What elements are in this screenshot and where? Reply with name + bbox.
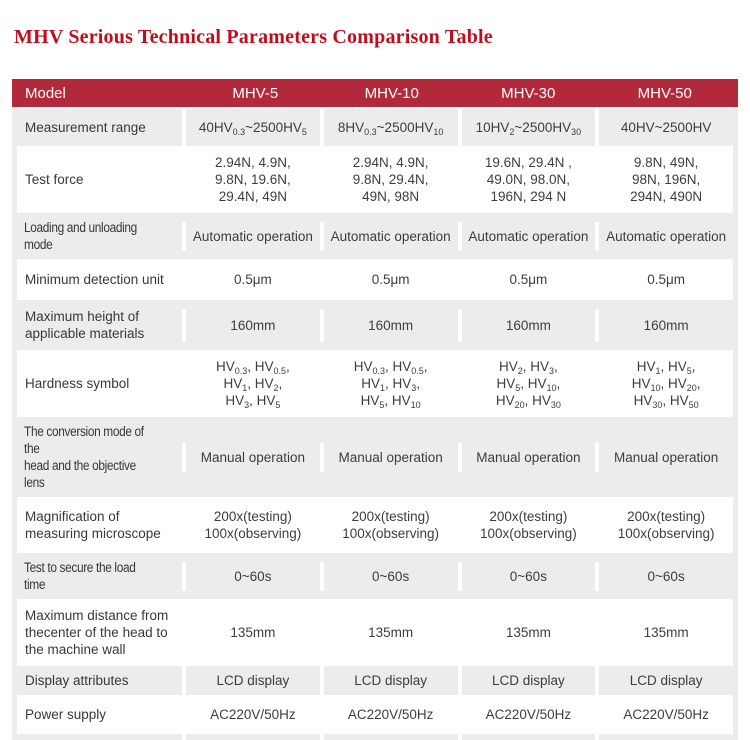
table-cell: 0.5μm	[595, 261, 733, 298]
table-cell: AC220V/50Hz	[457, 697, 596, 732]
table-cell: 200x(testing) 100x(observing)	[319, 499, 458, 551]
table-cell: LCD display	[595, 666, 733, 695]
row-label: Dimension of Exterior	[17, 734, 182, 740]
table-cell: 0~60s	[319, 561, 458, 591]
table-header-col: MHV-50	[637, 84, 692, 102]
table-row: Maximum height of applicable materials 1…	[17, 298, 733, 350]
table-cell: LCD display	[457, 666, 596, 695]
table-cell: 19.6N, 29.4N , 49.0N, 98.0N, 196N, 294 N	[457, 148, 596, 211]
table-row: The conversion mode of the head and the …	[17, 415, 733, 497]
table-row: Measurement range 40HV0.3~2500HV5 8HV0.3~…	[17, 107, 733, 146]
table-cell: 160mm	[182, 308, 320, 342]
table-cell: Manual operation	[457, 442, 596, 472]
row-label: Test to secure the load time	[24, 560, 136, 592]
row-label: Minimum detection unit	[25, 272, 164, 287]
table-cell: 540*220*650mm	[319, 734, 458, 740]
table-cell: 9.8N, 49N, 98N, 196N, 294N, 490N	[595, 148, 733, 211]
table-cell: 2.94N, 4.9N, 9.8N, 29.4N, 49N, 98N	[319, 148, 458, 211]
table-cell: LCD display	[319, 666, 458, 695]
table-cell: AC220V/50Hz	[595, 697, 733, 732]
row-label: Power supply	[25, 707, 107, 722]
parameters-table: Model MHV-5 MHV-10 MHV-30 MHV-50 Measuremen…	[12, 79, 738, 740]
table-row: Magnification of measuring microscope 20…	[17, 497, 733, 551]
table-cell: Automatic operation	[182, 221, 320, 251]
table-cell: 10HV2~2500HV30	[457, 109, 596, 146]
table-cell: 135mm	[595, 618, 733, 647]
table-header-row: Model MHV-5 MHV-10 MHV-30 MHV-50	[12, 79, 738, 107]
table-cell: HV0.3, HV0.5, HV1, HV2, HV3, HV5	[182, 352, 320, 415]
table-cell: 0.5μm	[319, 261, 458, 298]
table-header-model: Model	[25, 84, 66, 102]
table-cell: 135mm	[319, 618, 458, 647]
page-title: MHV Serious Technical Parameters Compari…	[14, 26, 493, 48]
row-label: Measurement range	[25, 120, 146, 135]
table-row: Maximum distance from thecenter of the h…	[17, 599, 733, 664]
table-row: Loading and unloading mode Automatic ope…	[17, 211, 733, 259]
table-cell: Automatic operation	[595, 221, 733, 251]
table-cell: AC220V/50Hz	[319, 697, 458, 732]
table-cell: HV0.3, HV0.5, HV1, HV3, HV5, HV10	[319, 352, 458, 415]
table-cell: Manual operation	[319, 442, 458, 472]
table-cell: 8HV0.3~2500HV10	[319, 109, 458, 146]
row-label: Loading and unloading mode	[24, 220, 137, 252]
table-cell: 135mm	[182, 618, 320, 647]
row-label: Display attributes	[25, 673, 129, 688]
table-cell: 0~60s	[182, 561, 320, 591]
table-row: Display attributes LCD display LCD displa…	[17, 664, 733, 695]
row-label: Hardness symbol	[25, 376, 130, 391]
table-body: Measurement range 40HV0.3~2500HV5 8HV0.3~…	[12, 107, 738, 740]
table-cell: 0.5μm	[457, 261, 596, 298]
table-cell: 0~60s	[457, 561, 596, 591]
table-cell: AC220V/50Hz	[182, 697, 320, 732]
table-row: Test force 2.94N, 4.9N, 9.8N, 19.6N, 29.…	[17, 146, 733, 211]
table-cell: 0~60s	[595, 561, 733, 591]
table-cell: Manual operation	[595, 442, 733, 472]
table-cell: Automatic operation	[319, 221, 458, 251]
table-cell: 160mm	[457, 308, 596, 342]
table-cell: 0.5μm	[182, 261, 320, 298]
table-header-col: MHV-5	[232, 84, 279, 102]
table-cell: 135mm	[457, 618, 596, 647]
row-label: Magnification of measuring microscope	[25, 509, 161, 541]
table-cell: 160mm	[319, 308, 458, 342]
row-label: Test force	[25, 172, 84, 187]
table-cell: 200x(testing) 100x(observing)	[595, 499, 733, 551]
table-cell: 40HV0.3~2500HV5	[182, 109, 320, 146]
table-cell: HV2, HV3, HV5, HV10, HV20, HV30	[457, 352, 596, 415]
row-label: Maximum height of applicable materials	[25, 309, 145, 341]
row-label: Maximum distance from thecenter of the h…	[25, 608, 169, 657]
table-cell: 40HV~2500HV	[595, 109, 733, 146]
table-header-col: MHV-30	[501, 84, 556, 102]
table-cell: 540*220*650mm	[457, 734, 596, 740]
table-row: Hardness symbol HV0.3, HV0.5, HV1, HV2, …	[17, 350, 733, 415]
table-cell: Automatic operation	[457, 221, 596, 251]
table-header-col: MHV-10	[364, 84, 419, 102]
table-cell: 200x(testing) 100x(observing)	[457, 499, 596, 551]
table-cell: 2.94N, 4.9N, 9.8N, 19.6N, 29.4N, 49N	[182, 148, 320, 211]
table-cell: 200x(testing) 100x(observing)	[182, 499, 320, 551]
row-label: The conversion mode of the head and the …	[24, 424, 144, 490]
table-cell: HV1, HV5, HV10, HV20, HV30, HV50	[595, 352, 733, 415]
table-cell: Manual operation	[182, 442, 320, 472]
table-cell: 540*220*650mm	[595, 734, 733, 740]
table-row: Test to secure the load time 0~60s 0~60s 0…	[17, 551, 733, 599]
table-cell: LCD display	[182, 666, 320, 695]
table-cell: 540*220*650mm	[182, 734, 320, 740]
table-cell: 160mm	[595, 308, 733, 342]
table-row: Dimension of Exterior 540*220*650mm540*2…	[17, 732, 733, 740]
table-row: Power supply AC220V/50Hz AC220V/50Hz AC220…	[17, 695, 733, 732]
table-row: Minimum detection unit 0.5μm 0.5μm 0.5μm 0.…	[17, 259, 733, 298]
